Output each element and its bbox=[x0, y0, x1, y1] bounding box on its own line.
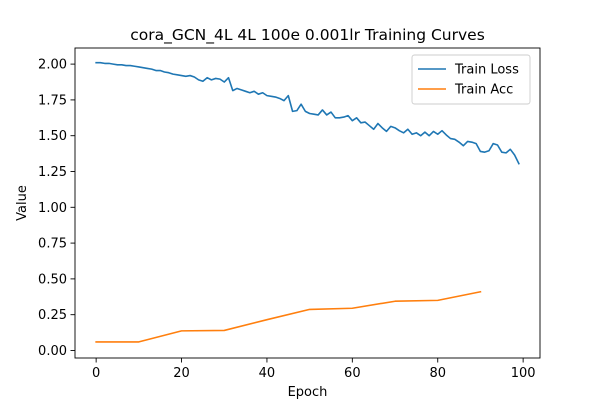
series-line-train-loss bbox=[95, 61, 520, 165]
x-tick-label: 0 bbox=[92, 366, 100, 381]
legend: Train Loss Train Acc bbox=[411, 54, 531, 105]
y-tick-label: 1.75 bbox=[38, 93, 67, 108]
legend-label-train-acc: Train Acc bbox=[454, 83, 513, 98]
legend-box bbox=[411, 54, 531, 105]
x-axis-title: Epoch bbox=[288, 385, 328, 400]
x-tick-label: 20 bbox=[173, 366, 190, 381]
y-tick-label: 0.00 bbox=[38, 344, 67, 359]
y-tick-label: 1.50 bbox=[38, 129, 67, 144]
y-axis-title: Value bbox=[15, 185, 30, 221]
axes-frame bbox=[74, 47, 541, 359]
y-tick-label: 0.50 bbox=[38, 272, 67, 287]
x-tick-label: 100 bbox=[511, 366, 536, 381]
y-tick-label: 1.00 bbox=[38, 201, 67, 216]
y-tick-label: 0.25 bbox=[38, 308, 67, 323]
x-tick-label: 60 bbox=[344, 366, 361, 381]
series-line-train-acc bbox=[95, 290, 482, 343]
x-tick-label: 40 bbox=[259, 366, 276, 381]
legend-label-train-loss: Train Loss bbox=[454, 63, 519, 78]
y-tick-label: 0.75 bbox=[38, 237, 67, 252]
chart-title: cora_GCN_4L 4L 100e 0.001lr Training Cur… bbox=[130, 26, 485, 45]
axes: 0 20 40 60 80 100 0.00 0.25 0.50 0.75 1.00 1.25 1.50… bbox=[38, 47, 541, 381]
plot-area bbox=[95, 61, 520, 343]
y-tick-label: 2.00 bbox=[38, 58, 67, 73]
x-tick-label: 80 bbox=[429, 366, 446, 381]
y-tick-label: 1.25 bbox=[38, 165, 67, 180]
